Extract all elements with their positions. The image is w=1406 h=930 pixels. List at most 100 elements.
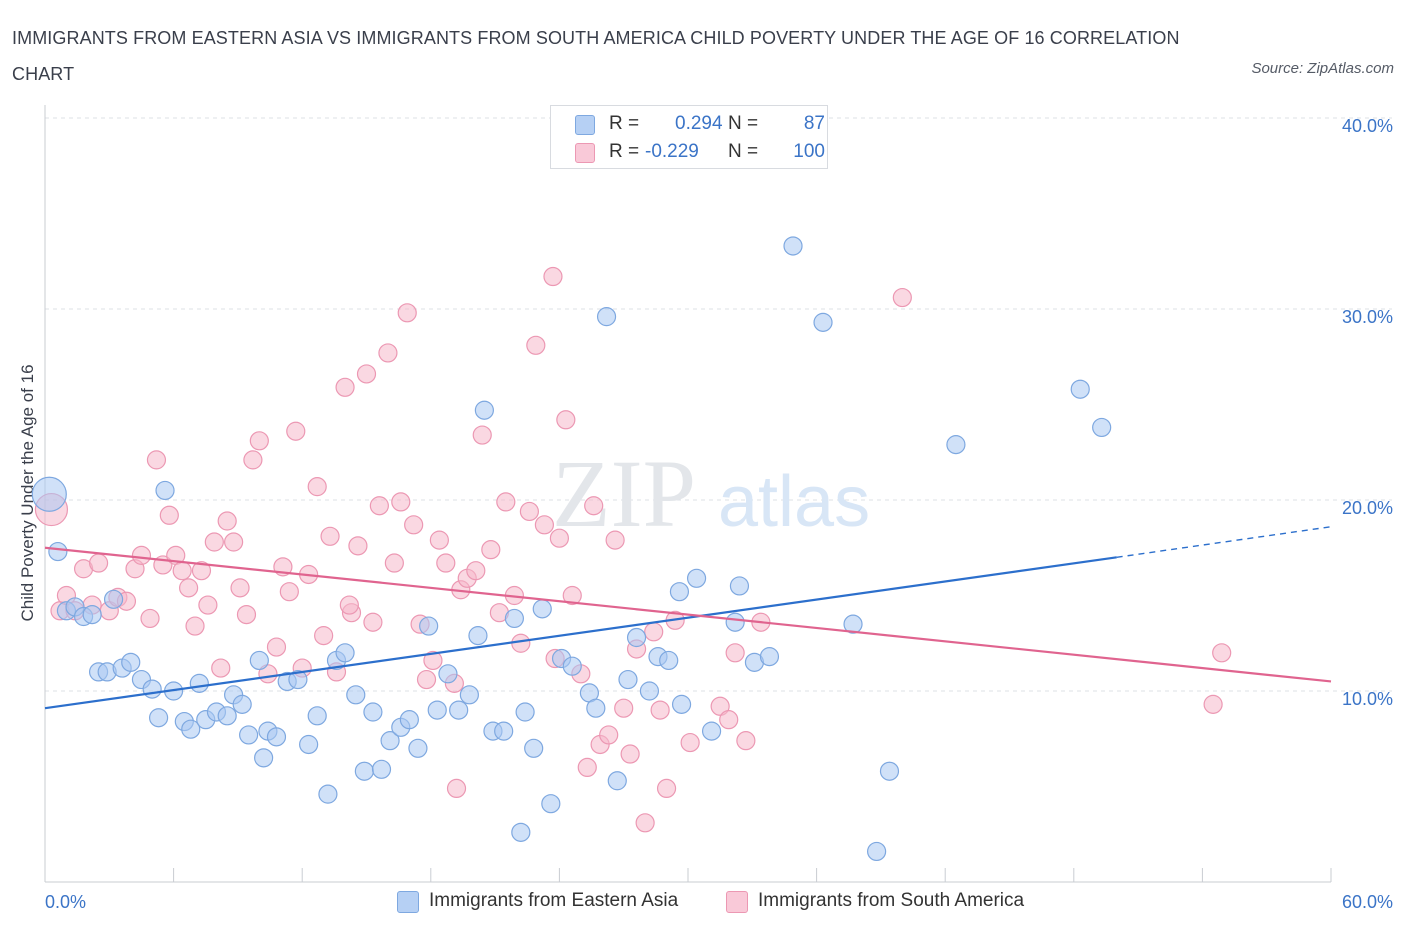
scatter-point	[217, 706, 237, 726]
scatter-point	[179, 578, 199, 598]
scatter-point	[155, 480, 175, 501]
x-ticks	[44, 868, 1332, 882]
watermark-zip: ZIP	[552, 440, 696, 547]
scatter-point	[198, 595, 218, 615]
scatter-point	[656, 778, 677, 799]
legend-r-value: -0.229	[645, 141, 699, 162]
scatter-point	[783, 236, 803, 256]
trend-line-eastern-asia	[44, 556, 1117, 710]
scatter-point	[736, 731, 756, 751]
scatter-point	[879, 761, 900, 781]
series-eastern-asia-points	[31, 117, 1112, 862]
scatter-point	[644, 622, 664, 642]
scatter-point	[614, 698, 634, 718]
scatter-point	[230, 578, 250, 598]
x-tick-label-min: 0.0%	[45, 892, 86, 912]
scatter-point	[314, 626, 334, 646]
scatter-point	[1070, 379, 1090, 399]
scatter-point	[586, 698, 606, 718]
scatter-point	[48, 541, 68, 562]
scatter-point	[605, 530, 625, 550]
scatter-point	[459, 685, 479, 705]
scatter-point	[541, 794, 561, 814]
scatter-point	[249, 650, 269, 671]
scatter-point	[103, 589, 124, 609]
scatter-point	[515, 702, 535, 722]
scatter-point	[307, 706, 327, 726]
scatter-point	[466, 561, 486, 581]
scatter-point	[232, 694, 252, 714]
scatter-point	[472, 425, 492, 445]
scatter-point	[519, 501, 539, 522]
legend-n-label: N =	[728, 141, 759, 162]
scatter-point	[279, 582, 299, 602]
scatter-point	[496, 492, 516, 512]
scatter-point	[399, 710, 419, 730]
scatter-point	[408, 738, 428, 758]
scatter-point	[266, 637, 287, 657]
bottom-legend-label: Immigrants from Eastern Asia	[429, 890, 679, 911]
scatter-point	[650, 700, 670, 720]
scatter-point	[639, 681, 660, 701]
watermark: ZIP atlas	[552, 440, 870, 547]
y-tick-labels: 10.0% 20.0% 30.0% 40.0%	[1342, 116, 1393, 709]
scatter-point	[494, 721, 514, 741]
x-tick-label-max: 60.0%	[1342, 892, 1393, 912]
y-tick-label: 20.0%	[1342, 498, 1393, 518]
bottom-legend-swatch-pink	[726, 891, 748, 913]
scatter-point	[659, 650, 679, 671]
scatter-point	[236, 604, 257, 625]
scatter-point	[121, 652, 141, 672]
scatter-point	[526, 335, 546, 355]
scatter-point	[584, 496, 604, 516]
scatter-point	[759, 647, 780, 667]
scatter-point	[556, 410, 576, 430]
chart-title: IMMIGRANTS FROM EASTERN ASIA VS IMMIGRAN…	[12, 28, 1180, 84]
scatter-point	[348, 536, 368, 556]
scatter-point	[686, 568, 707, 588]
scatter-point	[680, 732, 700, 753]
scatter-point	[320, 526, 340, 546]
scatter-point	[380, 731, 400, 751]
scatter-point	[701, 721, 722, 741]
legend-n-value: 87	[803, 113, 825, 134]
scatter-point	[142, 679, 162, 699]
bottom-legend-swatch-blue	[397, 891, 419, 913]
scatter-point	[31, 476, 67, 512]
scatter-point	[363, 612, 383, 632]
scatter-point	[339, 595, 359, 615]
scatter-point	[719, 710, 739, 730]
scatter-point	[620, 744, 640, 764]
scatter-point	[371, 759, 392, 779]
legend-swatch-blue	[575, 115, 595, 135]
scatter-point	[172, 561, 192, 581]
scatter-point	[378, 343, 398, 363]
scatter-point	[481, 540, 501, 560]
scatter-point	[511, 822, 531, 842]
scatter-point	[243, 450, 263, 470]
scatter-point	[185, 616, 205, 636]
scatter-point	[468, 626, 488, 646]
scatter-point	[288, 669, 308, 690]
scatter-point	[635, 813, 655, 833]
scatter-point	[391, 492, 411, 512]
scatter-point	[446, 778, 467, 799]
scatter-point	[286, 421, 306, 441]
scatter-point	[419, 616, 439, 636]
scatter-point	[416, 669, 437, 690]
scatter-point	[146, 450, 167, 470]
scatter-point	[346, 685, 366, 705]
scatter-point	[577, 757, 597, 778]
legend-n-label: N =	[728, 113, 759, 134]
scatter-point	[384, 553, 404, 573]
legend-r-value: 0.294	[675, 113, 723, 134]
scatter-point	[88, 553, 109, 573]
series-south-america-points	[34, 266, 1232, 833]
scatter-point	[1203, 694, 1223, 714]
scatter-point	[725, 643, 745, 663]
correlation-legend: R = 0.294 N = 87 R = -0.229 N = 100	[550, 105, 828, 169]
scatter-point	[669, 582, 690, 602]
scatter-point	[249, 431, 269, 451]
scatter-point	[524, 738, 544, 758]
